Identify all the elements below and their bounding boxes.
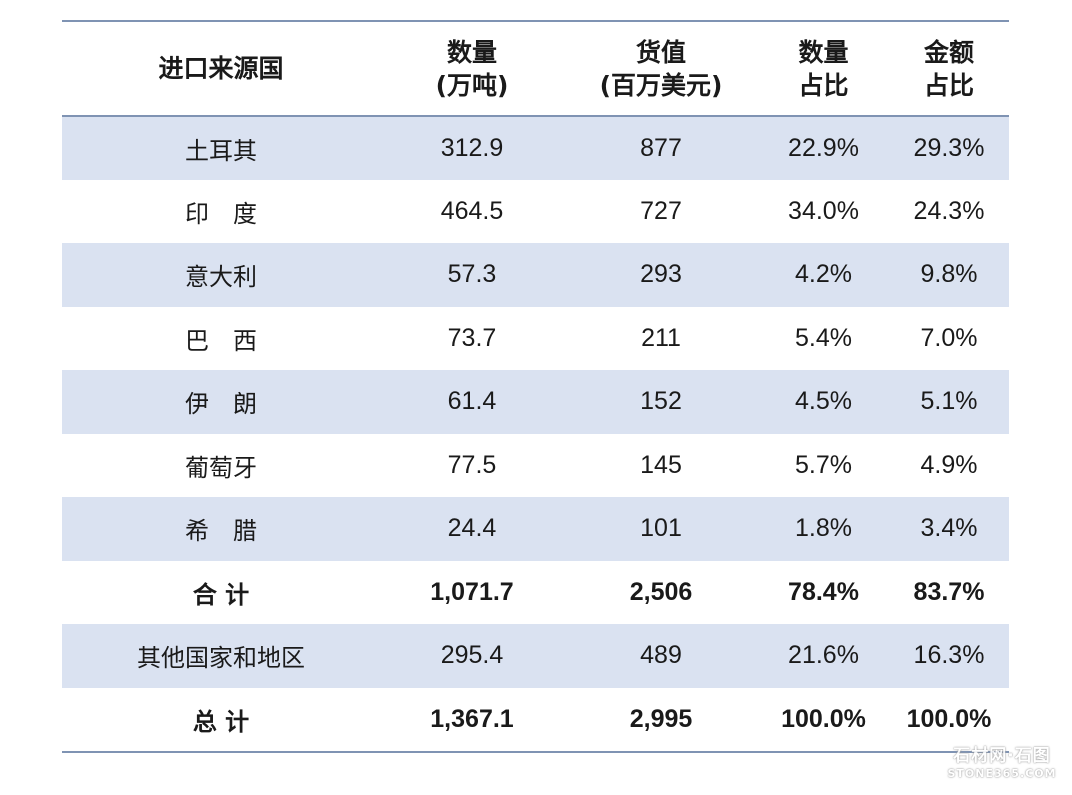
- header-quantity: 数量 (万吨): [435, 37, 509, 100]
- header-value-share: 金额 占比: [923, 37, 974, 100]
- cell-quantity-share: 1.8%: [795, 514, 852, 543]
- cell-value: 152: [640, 387, 682, 416]
- table-row: 其他国家和地区 295.4 489 21.6% 16.3%: [62, 624, 1009, 688]
- cell-value-share: 5.1%: [920, 387, 978, 416]
- table-row: 希 腊 24.4 101 1.8% 3.4%: [62, 497, 1009, 561]
- cell-value-share: 24.3%: [913, 196, 985, 225]
- cell-country: 印 度: [185, 199, 257, 228]
- header-value: 货值 (百万美元): [599, 37, 723, 100]
- cell-quantity: 61.4: [447, 387, 497, 416]
- cell-country: 合 计: [192, 580, 250, 609]
- cell-value: 2,995: [629, 704, 693, 733]
- cell-country: 总 计: [192, 707, 250, 736]
- cell-quantity: 77.5: [447, 450, 497, 479]
- table-row: 伊 朗 61.4 152 4.5% 5.1%: [62, 370, 1009, 434]
- table-row: 意大利 57.3 293 4.2% 9.8%: [62, 243, 1009, 307]
- cell-value: 293: [640, 260, 682, 289]
- cell-country: 巴 西: [185, 326, 257, 355]
- data-table: 进口来源国 数量 (万吨) 货值 (百万美元) 数量 占比 金额 占比: [62, 22, 1009, 751]
- cell-quantity: 464.5: [440, 196, 504, 225]
- cell-value-share: 29.3%: [913, 133, 985, 162]
- cell-quantity: 312.9: [440, 133, 504, 162]
- cell-quantity-share: 21.6%: [788, 641, 859, 670]
- cell-value: 2,506: [629, 577, 693, 606]
- cell-country: 意大利: [185, 263, 257, 292]
- cell-country: 其他国家和地区: [137, 644, 305, 673]
- cell-value: 101: [640, 514, 682, 543]
- cell-value: 877: [640, 133, 682, 162]
- cell-quantity-share: 4.2%: [795, 260, 852, 289]
- cell-value: 211: [641, 323, 681, 352]
- table-row: 巴 西 73.7 211 5.4% 7.0%: [62, 307, 1009, 371]
- watermark-line1: 石材网·石图: [953, 746, 1051, 766]
- cell-value-share: 7.0%: [920, 323, 978, 352]
- cell-value-share: 83.7%: [913, 577, 985, 606]
- cell-quantity-share: 100.0%: [781, 704, 866, 733]
- cell-value: 145: [640, 450, 682, 479]
- cell-quantity: 1,071.7: [430, 577, 514, 606]
- cell-quantity-share: 22.9%: [788, 133, 859, 162]
- cell-country: 葡萄牙: [185, 453, 257, 482]
- subtotal-row: 合 计 1,071.7 2,506 78.4% 83.7%: [62, 561, 1009, 625]
- cell-country: 伊 朗: [185, 390, 257, 419]
- cell-quantity: 1,367.1: [430, 704, 514, 733]
- cell-quantity: 24.4: [447, 514, 497, 543]
- cell-quantity-share: 4.5%: [795, 387, 852, 416]
- header-quantity-share: 数量 占比: [798, 37, 849, 100]
- header-country: 进口来源国: [158, 54, 284, 83]
- cell-quantity-share: 5.4%: [795, 323, 852, 352]
- cell-value-share: 3.4%: [920, 514, 978, 543]
- cell-value-share: 16.3%: [913, 641, 985, 670]
- cell-quantity-share: 5.7%: [795, 450, 852, 479]
- cell-value-share: 100.0%: [906, 704, 992, 733]
- table-header-row: 进口来源国 数量 (万吨) 货值 (百万美元) 数量 占比 金额 占比: [62, 22, 1009, 116]
- cell-country: 土耳其: [185, 136, 257, 165]
- table-bottom-rule: [62, 751, 1009, 753]
- total-row: 总 计 1,367.1 2,995 100.0% 100.0%: [62, 688, 1009, 752]
- cell-quantity: 57.3: [447, 260, 497, 289]
- watermark: 石材网·石图 STONE365.COM: [946, 745, 1058, 785]
- cell-value: 727: [640, 196, 682, 225]
- table-row: 印 度 464.5 727 34.0% 24.3%: [62, 180, 1009, 244]
- table-row: 土耳其 312.9 877 22.9% 29.3%: [62, 116, 1009, 180]
- watermark-line2: STONE365.COM: [947, 767, 1057, 780]
- import-source-table: 进口来源国 数量 (万吨) 货值 (百万美元) 数量 占比 金额 占比: [62, 20, 1009, 753]
- cell-country: 希 腊: [185, 517, 257, 546]
- cell-quantity: 73.7: [447, 323, 497, 352]
- cell-value-share: 9.8%: [920, 260, 978, 289]
- cell-value: 489: [640, 641, 682, 670]
- table-top-rule: [62, 20, 1009, 22]
- cell-value-share: 4.9%: [920, 450, 978, 479]
- cell-quantity-share: 78.4%: [788, 577, 859, 606]
- cell-quantity-share: 34.0%: [788, 196, 859, 225]
- cell-quantity: 295.4: [440, 641, 504, 670]
- table-row: 葡萄牙 77.5 145 5.7% 4.9%: [62, 434, 1009, 498]
